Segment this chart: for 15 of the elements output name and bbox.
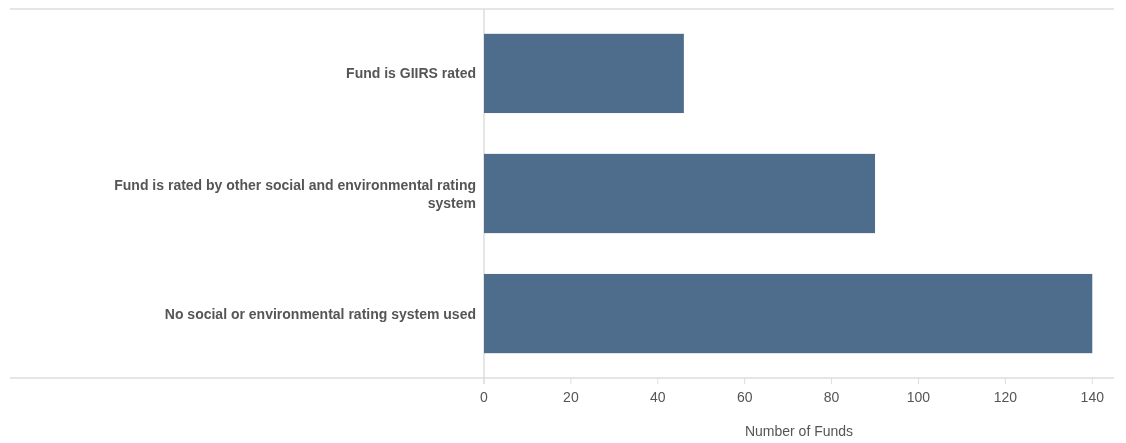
bar [484,273,1093,354]
x-tick-label: 0 [480,389,489,405]
x-tick-label: 60 [736,389,753,405]
x-axis-title: Number of Funds [744,423,854,439]
x-tick-label: 140 [1080,389,1105,405]
bar [484,153,876,234]
x-tick-label: 100 [906,389,931,405]
x-tick-label: 40 [650,389,666,405]
x-tick-label: 80 [823,389,840,405]
y-tick-label: Fund is rated by other social and environmental rating system [114,176,476,211]
y-tick-label: Fund is GIIRS rated [346,65,476,82]
y-tick-label: No social or environmental rating system used [164,305,476,322]
x-tick-label: 20 [563,389,579,405]
bar [484,33,684,114]
x-tick-label: 120 [993,389,1018,405]
